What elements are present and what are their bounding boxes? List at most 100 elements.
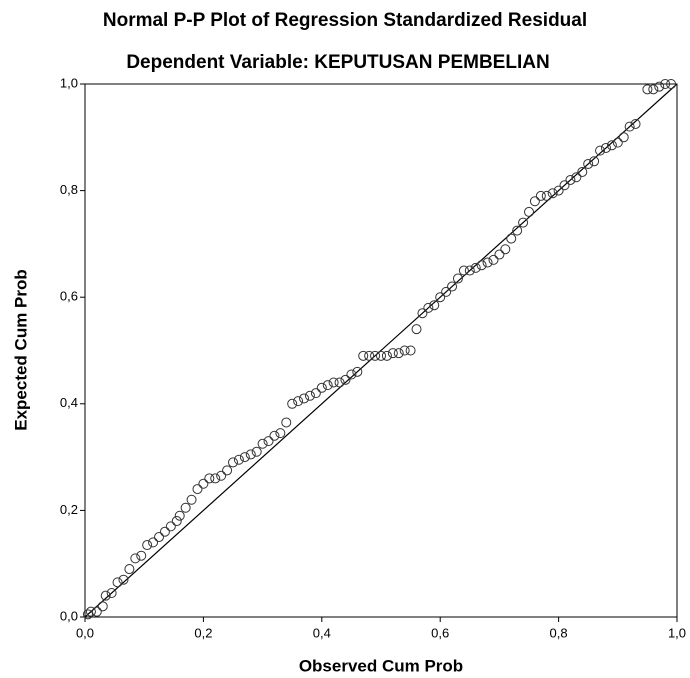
point [186,494,197,505]
point [470,262,481,273]
point [387,348,398,359]
point [630,118,641,129]
point [192,484,203,495]
x-tick-label: 0,0 [76,625,94,640]
point [171,516,182,527]
point [352,366,363,377]
point [423,302,434,313]
point [174,510,185,521]
point [506,233,517,244]
point [100,590,111,601]
y-tick-label: 0,4 [60,395,78,410]
point [464,265,475,276]
point [154,532,164,543]
point [529,196,540,207]
point [535,190,546,201]
point [648,84,659,95]
point [488,254,499,265]
point [304,390,315,401]
point [281,417,292,428]
x-tick-label: 0,2 [194,625,212,640]
x-axis-label: Observed Cum Prob [299,656,463,675]
x-tick-label: 0,6 [431,625,449,640]
point [405,345,416,356]
point [148,537,159,548]
point [322,380,333,391]
point [541,190,552,201]
point [233,454,244,465]
point [370,350,381,361]
chart-title: Normal P-P Plot of Regression Standardiz… [103,10,587,31]
point [429,300,440,311]
point [165,521,176,532]
point [642,84,653,95]
x-tick-label: 0,4 [313,625,331,640]
point [595,145,606,156]
point [571,172,582,183]
chart-subtitle: Dependent Variable: KEPUTUSAN PEMBELIAN [126,52,549,73]
point [198,478,209,489]
point [358,350,369,361]
point [399,345,410,356]
point [239,452,250,463]
point [547,188,558,199]
point [577,166,588,177]
point [97,601,108,612]
point [364,350,375,361]
point [666,79,677,89]
point [310,388,321,399]
point [600,142,611,153]
x-tick-label: 0,8 [550,625,568,640]
x-tick-label: 1,0 [668,625,686,640]
point [606,140,617,151]
y-axis-label: Expected Cum Prob [11,269,30,431]
point [340,374,351,385]
y-tick-label: 0,0 [60,608,78,623]
point [124,564,135,575]
point [612,137,623,148]
point [589,156,600,167]
y-tick-label: 1,0 [60,75,78,90]
point [618,132,629,143]
point [257,438,268,449]
point [476,260,487,271]
point [417,308,428,319]
point [660,79,671,89]
point [447,281,458,292]
point [106,588,117,599]
point [228,457,238,468]
point [251,446,262,457]
point [204,473,215,484]
point [482,257,493,268]
point [275,428,286,439]
point [559,180,570,191]
point [112,577,123,588]
point [518,217,529,228]
point [293,396,304,407]
point [452,273,463,284]
point [565,174,576,185]
point [299,393,310,404]
point [316,382,327,393]
point [411,324,422,335]
point [328,377,339,388]
point [346,369,357,380]
point [180,502,191,513]
point [376,350,386,361]
point [216,470,227,481]
point [435,292,446,303]
point [136,550,147,561]
reference-line [84,83,678,618]
point [82,609,93,620]
point [553,185,564,196]
y-tick-label: 0,2 [60,502,78,517]
point [263,436,274,447]
point [381,350,392,361]
point [130,553,141,564]
point [512,225,523,236]
point [91,606,102,617]
point [85,606,96,617]
point [583,158,594,169]
point [269,430,280,441]
